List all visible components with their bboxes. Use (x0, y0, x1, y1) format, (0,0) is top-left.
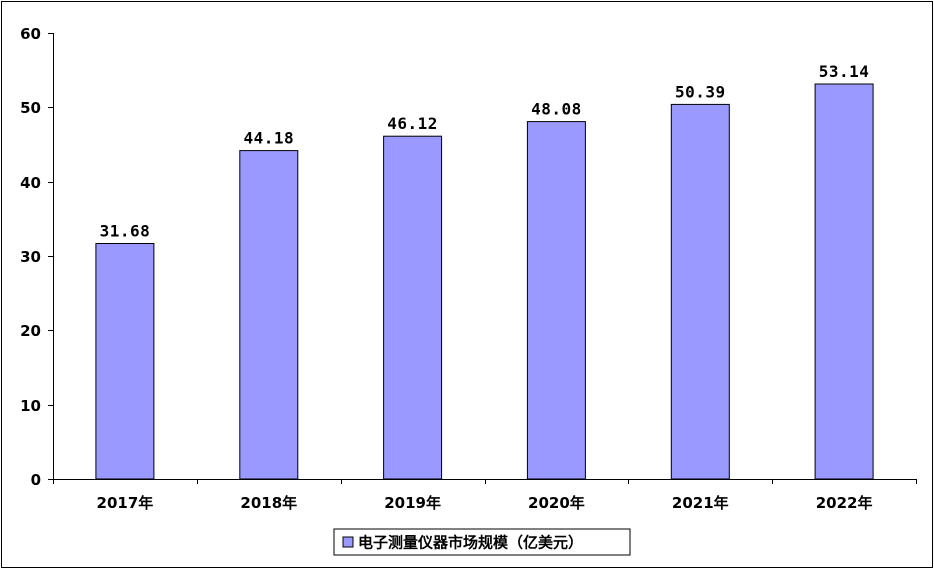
y-tick-label: 20 (20, 322, 41, 340)
bar (814, 83, 874, 480)
data-label: 44.18 (243, 129, 294, 148)
x-tick-label: 2019年 (384, 494, 441, 512)
y-tick-label: 50 (20, 99, 41, 117)
legend-label: 电子测量仪器市场规模（亿美元） (358, 534, 583, 552)
x-tick-label: 2021年 (672, 494, 729, 512)
x-tick-label: 2020年 (528, 494, 585, 512)
plot-background (53, 33, 916, 479)
bar (670, 103, 730, 480)
legend-swatch (342, 536, 354, 548)
bar (383, 135, 443, 480)
data-label: 48.08 (531, 100, 582, 119)
data-label: 46.12 (387, 114, 438, 133)
data-label: 50.39 (675, 82, 726, 101)
y-tick-label: 60 (20, 25, 41, 43)
plot-area: 0 10 20 30 40 50 60 31.68 2017年 44.18 2018年 46.12 20… (20, 25, 917, 512)
bar (526, 121, 586, 480)
legend-box (333, 528, 631, 556)
y-tick-label: 30 (20, 248, 41, 266)
data-label: 53.14 (819, 62, 870, 81)
bar (239, 150, 299, 480)
x-tick-label: 2018年 (240, 494, 297, 512)
x-tick-label: 2017年 (97, 494, 154, 512)
x-tick-label: 2022年 (816, 494, 873, 512)
y-tick-label: 0 (31, 471, 41, 489)
data-label: 31.68 (100, 222, 151, 241)
bar (95, 243, 155, 480)
y-tick-label: 10 (20, 397, 41, 415)
y-tick-label: 40 (20, 174, 41, 192)
legend: 电子测量仪器市场规模（亿美元） (333, 528, 631, 556)
